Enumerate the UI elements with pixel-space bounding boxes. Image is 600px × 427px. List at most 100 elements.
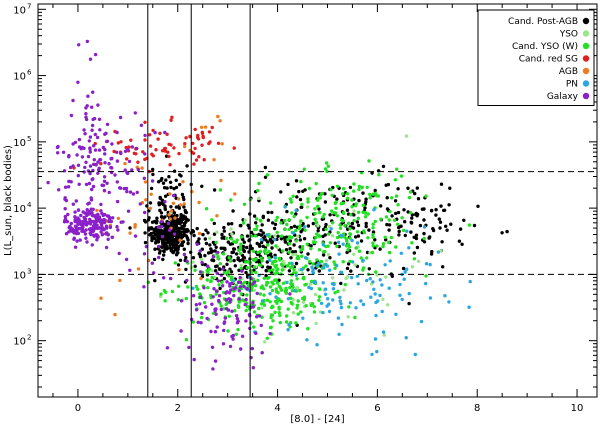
data-point	[438, 220, 443, 224]
data-point	[335, 214, 340, 218]
data-point	[295, 277, 299, 281]
data-point	[99, 230, 103, 234]
data-point	[259, 263, 263, 267]
data-point	[267, 266, 272, 271]
data-point	[238, 275, 242, 280]
data-point	[71, 164, 75, 168]
data-point	[295, 303, 300, 307]
data-point	[303, 256, 308, 260]
data-point	[172, 232, 177, 236]
data-point	[73, 224, 78, 228]
data-point	[81, 222, 85, 226]
data-point	[83, 132, 87, 136]
data-point	[265, 298, 270, 302]
data-point	[258, 292, 262, 296]
data-point	[97, 226, 102, 230]
legend-entry: Galaxy	[547, 92, 590, 102]
data-point	[345, 266, 350, 271]
data-point	[302, 237, 307, 241]
data-point	[230, 334, 234, 339]
data-point	[434, 213, 438, 217]
data-point	[230, 232, 234, 236]
data-point	[234, 252, 239, 256]
data-point	[69, 180, 73, 184]
data-point	[291, 194, 295, 198]
data-point	[273, 255, 277, 260]
data-point	[163, 200, 167, 204]
data-point	[306, 252, 310, 256]
data-point	[332, 211, 336, 215]
data-point	[210, 269, 214, 273]
data-point	[378, 293, 382, 298]
data-point	[402, 277, 406, 281]
data-point	[168, 240, 172, 245]
data-point	[337, 332, 341, 336]
data-point	[218, 267, 222, 272]
data-point	[94, 214, 98, 219]
data-point	[201, 135, 205, 140]
data-point	[203, 253, 207, 258]
data-point	[136, 160, 140, 164]
x-tick-label: 10	[571, 403, 584, 414]
data-point	[95, 135, 100, 140]
data-point	[263, 340, 267, 344]
data-point	[199, 315, 204, 320]
data-point	[203, 237, 207, 241]
data-point	[260, 223, 264, 227]
data-point	[341, 211, 346, 216]
data-point	[63, 218, 67, 223]
data-point	[440, 240, 444, 244]
data-point	[381, 244, 385, 249]
legend-entry: Cand. YSO (W)	[512, 42, 590, 52]
data-point	[249, 230, 254, 235]
data-point	[174, 205, 179, 209]
data-point	[180, 192, 185, 197]
data-point	[348, 301, 352, 305]
data-point	[229, 270, 234, 274]
data-point	[240, 269, 244, 273]
data-point	[113, 312, 117, 317]
data-point	[82, 128, 86, 132]
y-tick-exponent: 7	[27, 2, 31, 10]
data-point	[343, 223, 347, 228]
data-point	[405, 229, 409, 233]
data-point	[255, 217, 259, 221]
data-point	[385, 222, 389, 227]
data-point	[125, 170, 129, 175]
legend-label: PN	[566, 80, 578, 90]
data-point	[239, 263, 243, 267]
data-point	[356, 216, 360, 220]
data-point	[216, 250, 220, 255]
data-point	[160, 234, 165, 239]
data-point	[264, 273, 268, 278]
data-point	[151, 172, 155, 177]
data-point	[439, 249, 443, 253]
data-point	[84, 115, 88, 120]
data-point	[250, 270, 254, 274]
data-point	[328, 213, 332, 217]
data-point	[91, 117, 95, 122]
data-point	[87, 139, 92, 143]
data-point	[194, 158, 199, 162]
data-point	[413, 191, 417, 196]
data-point	[331, 287, 336, 291]
data-point	[69, 221, 74, 226]
legend-entry: PN	[566, 80, 590, 90]
data-point	[361, 191, 365, 195]
data-point	[88, 135, 93, 139]
data-point	[191, 229, 195, 233]
data-point	[332, 282, 336, 287]
data-point	[170, 115, 174, 120]
data-point	[139, 123, 144, 128]
data-point	[196, 287, 200, 291]
data-point	[393, 199, 398, 203]
data-point	[253, 284, 258, 288]
data-point	[260, 351, 264, 355]
data-point	[239, 266, 243, 271]
data-point	[290, 250, 295, 254]
data-point	[143, 180, 148, 184]
data-point	[314, 235, 318, 240]
data-point	[376, 194, 380, 198]
data-point	[257, 181, 261, 186]
